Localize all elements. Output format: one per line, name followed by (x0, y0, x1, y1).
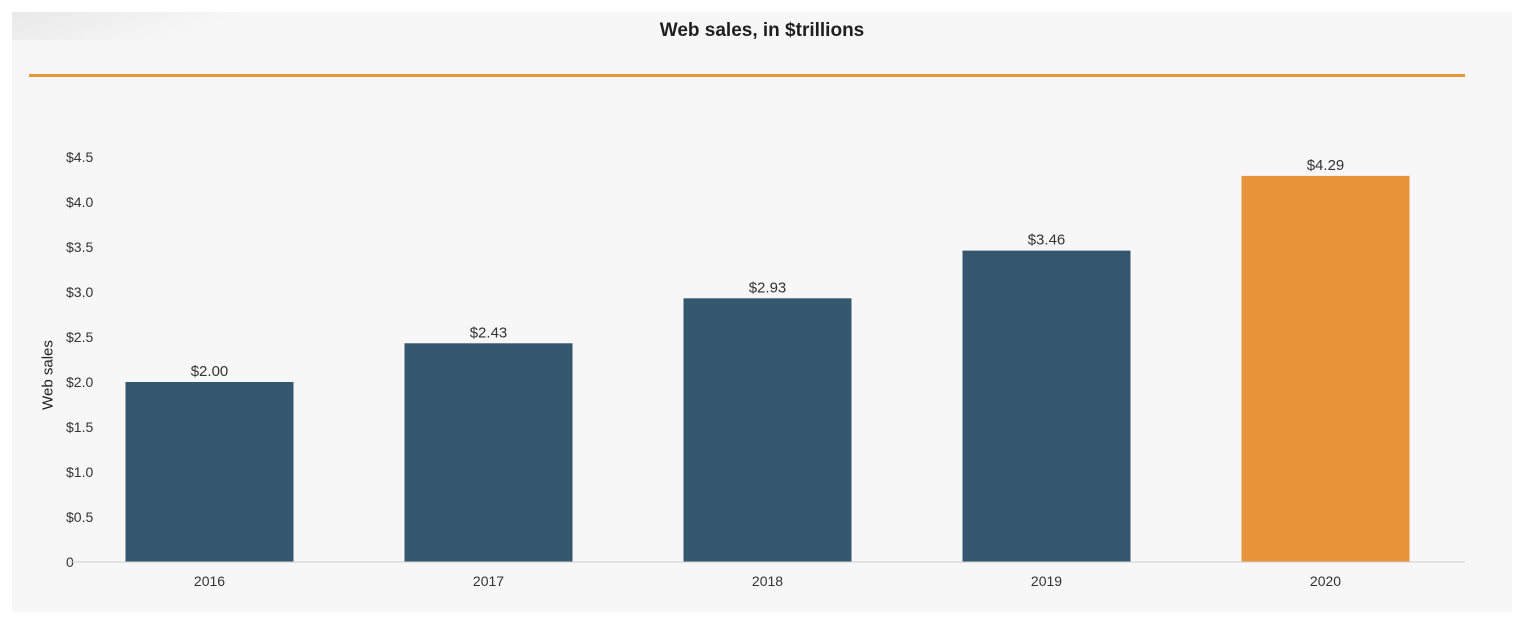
chart-title: Web sales, in $trillions (659, 20, 865, 41)
x-axis-ticks: 2016 2017 2018 2019 2020 (194, 573, 1341, 589)
x-tick-label: 2019 (1031, 573, 1062, 589)
x-tick-label: 2020 (1310, 573, 1341, 589)
data-label-2017: $2.43 (470, 324, 508, 341)
bar-2017 (404, 343, 573, 562)
data-label-2018: $2.93 (749, 279, 787, 296)
bar-2016 (125, 382, 294, 562)
x-tick-label: 2018 (752, 573, 783, 589)
data-label-2020: $4.29 (1307, 157, 1345, 174)
bar-2019 (962, 250, 1131, 562)
data-label-2019: $3.46 (1028, 232, 1066, 249)
y-tick-label: $4.0 (66, 194, 93, 210)
bar-2018 (683, 298, 852, 562)
bars (125, 175, 1410, 562)
y-tick-label: $2.0 (66, 374, 93, 390)
bar-2020 (1241, 175, 1410, 562)
corner-shade (12, 12, 282, 40)
y-tick-label: $3.5 (66, 239, 93, 255)
data-labels: $2.00 $2.43 $2.93 $3.46 $4.29 (191, 157, 1345, 380)
x-tick-label: 2017 (473, 573, 504, 589)
bar-chart: 0$0.5$1.0$1.5$2.0$2.5$3.0$3.5$4.0$4.5 $2… (66, 149, 1465, 589)
x-tick-label: 2016 (194, 573, 225, 589)
y-tick-label: $2.5 (66, 329, 93, 345)
title-rule (29, 74, 1465, 77)
data-label-2016: $2.00 (191, 363, 229, 380)
y-tick-label: $0.5 (66, 509, 93, 525)
chart-panel: Web sales, in $trillions Web sales 0 $0.5… (12, 12, 1512, 612)
y-tick-label: $1.0 (66, 464, 93, 480)
y-tick-label: $1.5 (66, 419, 93, 435)
y-tick-label: $4.5 (66, 149, 93, 165)
y-tick-label: $3.0 (66, 284, 93, 300)
y-axis-ticks: 0$0.5$1.0$1.5$2.0$2.5$3.0$3.5$4.0$4.5 (66, 149, 93, 570)
